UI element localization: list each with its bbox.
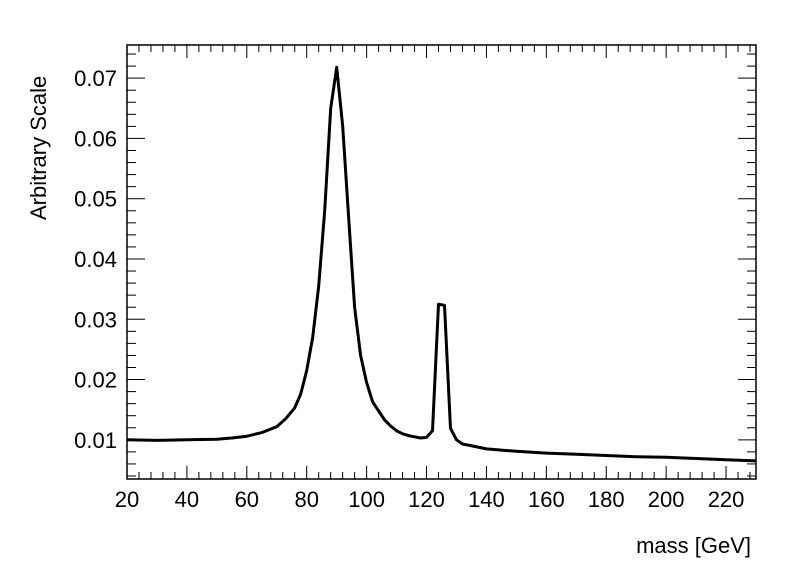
x-tick-label: 60: [235, 487, 259, 512]
x-axis-title: mass [GeV]: [636, 533, 751, 558]
y-tick-label: 0.02: [74, 368, 117, 393]
x-tick-label: 80: [294, 487, 318, 512]
plot-frame: [126, 44, 757, 480]
y-tick-label: 0.01: [74, 428, 117, 453]
x-tick-label: 160: [528, 487, 565, 512]
y-tick-label: 0.05: [74, 187, 117, 212]
y-tick-label: 0.04: [74, 247, 117, 272]
series-line: [126, 65, 757, 463]
x-tick-label: 20: [115, 487, 139, 512]
x-tick-label: 220: [708, 487, 745, 512]
x-tick-label: 120: [408, 487, 445, 512]
major-ticks: [126, 45, 756, 479]
y-tick-label: 0.07: [74, 66, 117, 91]
x-tick-label: 200: [648, 487, 685, 512]
y-tick-labels: 0.01 0.02 0.03 0.04 0.05 0.06 0.07: [74, 66, 117, 453]
x-tick-label: 100: [348, 487, 385, 512]
x-tick-label: 140: [468, 487, 505, 512]
y-tick-label: 0.03: [74, 307, 117, 332]
y-tick-label: 0.06: [74, 126, 117, 151]
y-axis-title: Arbitrary Scale: [26, 76, 51, 220]
x-tick-label: 40: [175, 487, 199, 512]
x-tick-label: 180: [588, 487, 625, 512]
minor-ticks: [127, 45, 756, 479]
x-tick-labels: 20 40 60 80 100 120 140 160 180 200 220: [115, 487, 745, 512]
